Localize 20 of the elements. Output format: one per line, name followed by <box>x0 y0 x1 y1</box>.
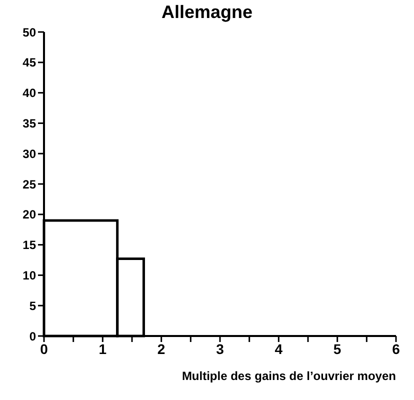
y-tick-label: 50 <box>22 25 36 40</box>
y-tick-label: 25 <box>22 177 36 192</box>
x-tick-label: 4 <box>274 340 283 357</box>
y-tick-label: 20 <box>22 208 36 222</box>
x-tick-label: 2 <box>157 340 166 357</box>
y-tick-label: 5 <box>29 298 36 313</box>
y-tick-label: 45 <box>22 56 36 70</box>
x-tick-label: 0 <box>40 340 48 357</box>
y-tick-label: 30 <box>22 146 36 161</box>
chart-title: Allemagne <box>160 2 254 24</box>
y-tick-label: 35 <box>22 116 36 130</box>
x-tick-label: 3 <box>216 340 224 357</box>
x-tick-label: 6 <box>392 340 400 357</box>
x-tick-label: 1 <box>98 340 107 357</box>
y-tick-label: 0 <box>29 329 36 344</box>
x-axis-title: Multiple des gains de l’ouvrier moyen <box>182 369 396 383</box>
y-tick-label: 15 <box>22 238 36 252</box>
y-tick-label: 40 <box>22 86 36 100</box>
x-tick-label: 5 <box>333 340 342 357</box>
y-tick-label: 10 <box>22 268 36 282</box>
